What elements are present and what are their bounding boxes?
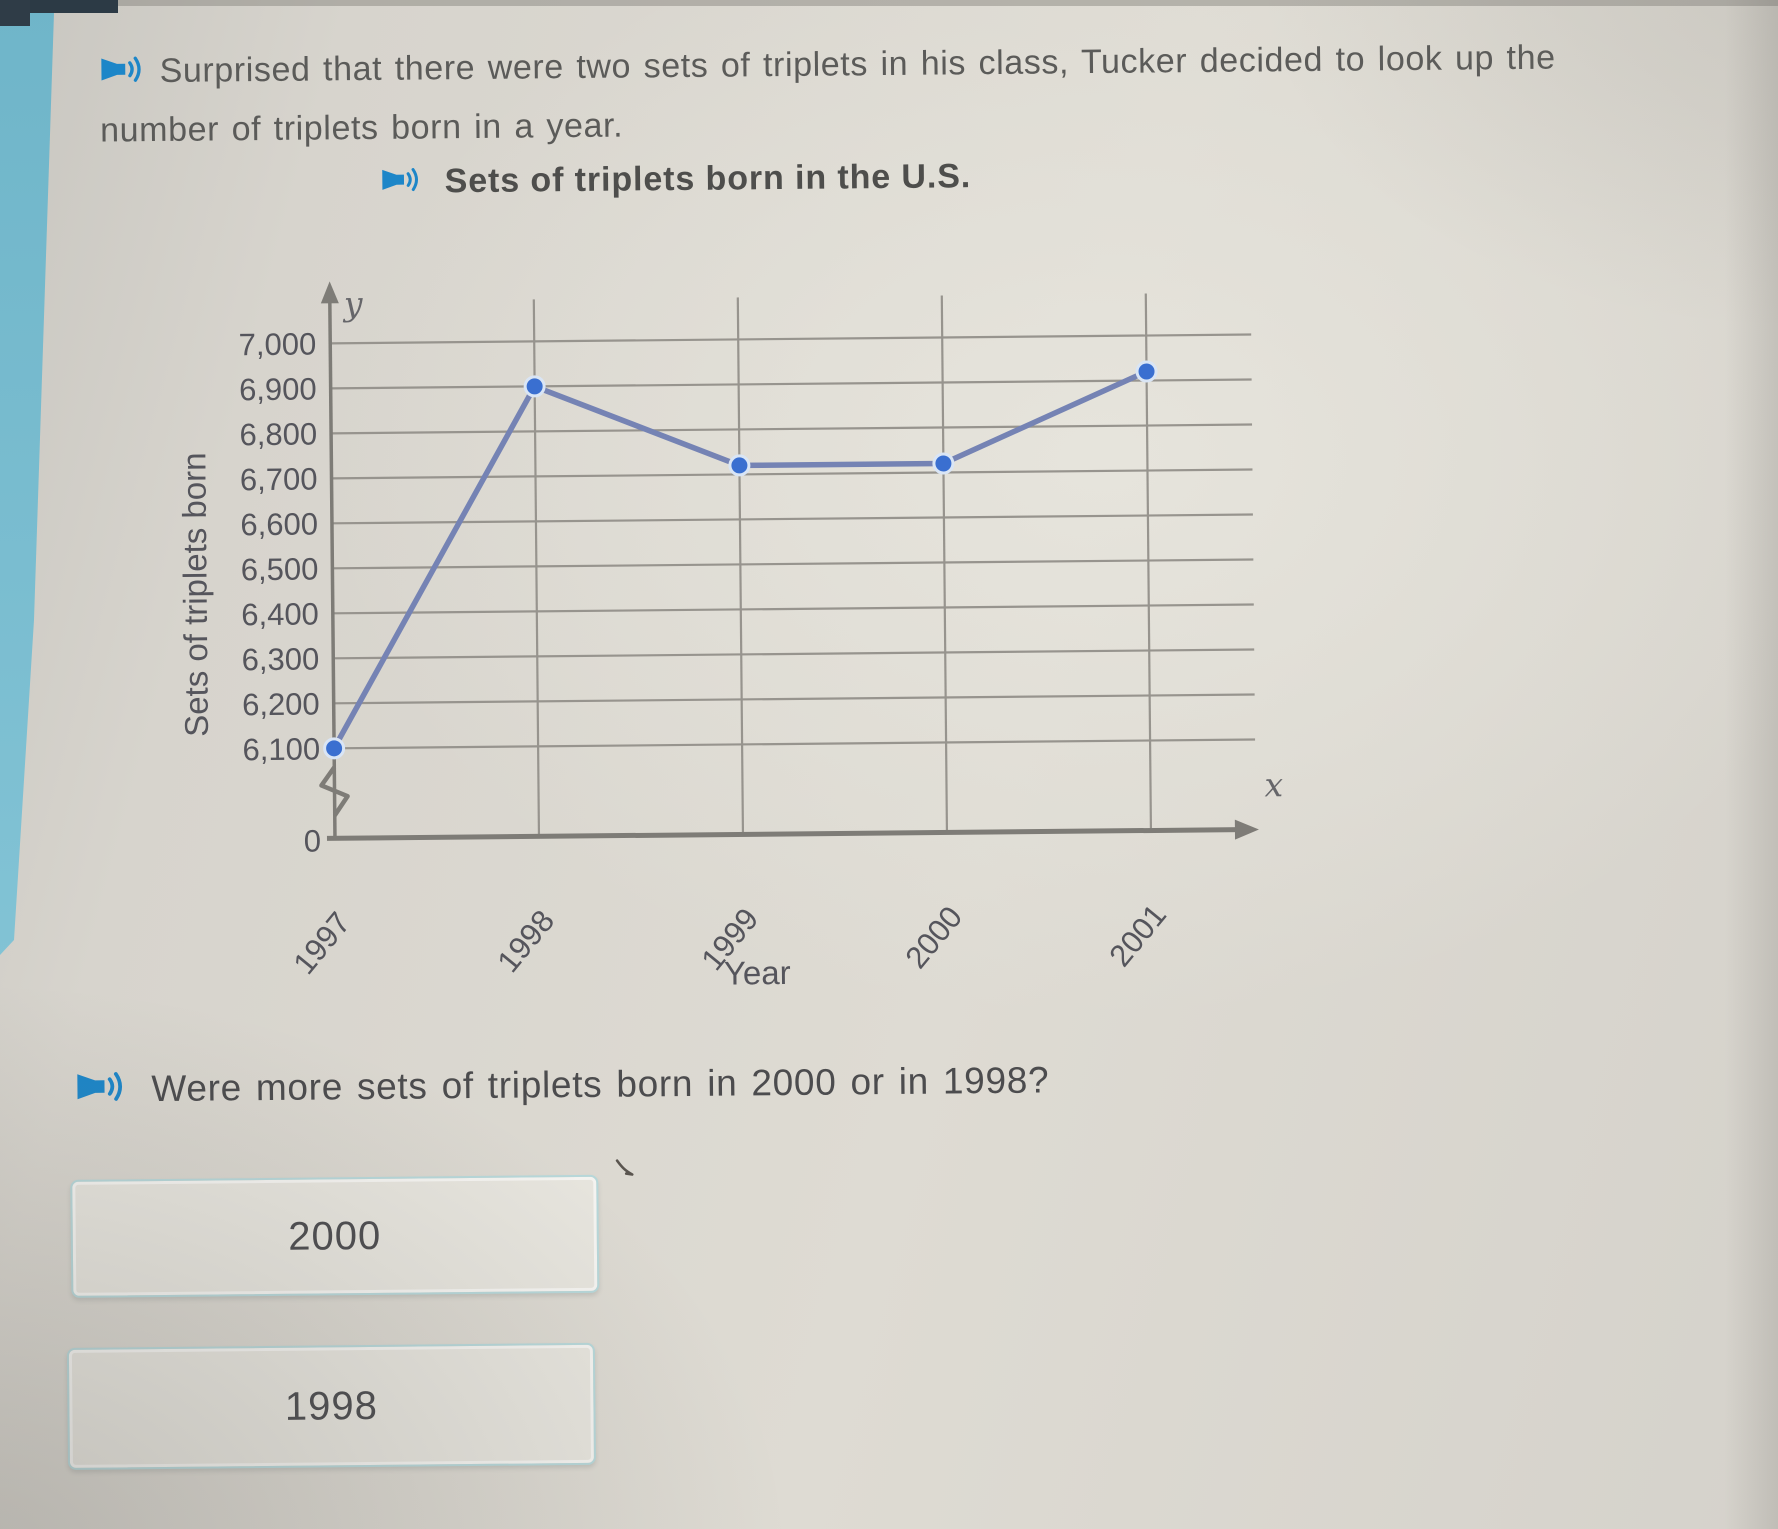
speaker-icon[interactable] — [380, 162, 420, 201]
svg-text:0: 0 — [304, 823, 322, 858]
question-row: Were more sets of triplets born in 2000 … — [75, 1056, 1049, 1112]
chart-canvas: 7,000 6,900 6,800 6,700 6,600 6,500 6,400 6,300… — [175, 281, 1284, 992]
svg-text:1998: 1998 — [490, 903, 561, 978]
svg-text:6,100: 6,100 — [242, 731, 320, 767]
prompt-paragraph: Surprised that there were two sets of tr… — [99, 30, 1768, 158]
speaker-icon[interactable] — [75, 1065, 125, 1112]
answer-button-2000[interactable]: 2000 — [70, 1174, 600, 1298]
svg-text:x: x — [1264, 765, 1283, 804]
svg-text:Sets of triplets born: Sets of triplets born — [175, 452, 215, 737]
svg-text:6,900: 6,900 — [239, 371, 317, 407]
svg-text:6,500: 6,500 — [241, 551, 319, 587]
svg-text:1997: 1997 — [286, 905, 357, 980]
answer-label: 1998 — [284, 1383, 379, 1429]
svg-text:6,200: 6,200 — [242, 686, 320, 722]
line-chart: 7,000 6,900 6,800 6,700 6,600 6,500 6,400 6,300… — [166, 264, 1293, 1015]
svg-text:7,000: 7,000 — [238, 326, 316, 362]
svg-text:6,400: 6,400 — [241, 596, 319, 632]
question-text: Were more sets of triplets born in 2000 … — [151, 1058, 1050, 1109]
prompt-line2: number of triplets born in a year. — [99, 106, 624, 150]
screen-top-edge — [0, 0, 1778, 6]
svg-text:6,300: 6,300 — [242, 641, 320, 677]
svg-text:2000: 2000 — [898, 899, 969, 974]
svg-text:y: y — [342, 284, 363, 323]
svg-text:6,800: 6,800 — [239, 416, 317, 452]
speaker-icon[interactable] — [99, 50, 144, 104]
svg-text:6,700: 6,700 — [240, 461, 318, 497]
answer-button-1998[interactable]: 1998 — [66, 1342, 597, 1470]
prompt-line1: Surprised that there were two sets of tr… — [159, 38, 1556, 90]
svg-text:6,600: 6,600 — [240, 506, 318, 542]
svg-text:2001: 2001 — [1102, 898, 1173, 973]
chart-title: Sets of triplets born in the U.S. — [444, 157, 972, 201]
svg-text:Year: Year — [724, 954, 791, 992]
cursor-mark — [614, 1158, 636, 1185]
answer-label: 2000 — [288, 1213, 382, 1259]
screen-corner-bar — [0, 0, 30, 26]
chart-title-row: Sets of triplets born in the U.S. — [380, 157, 971, 202]
